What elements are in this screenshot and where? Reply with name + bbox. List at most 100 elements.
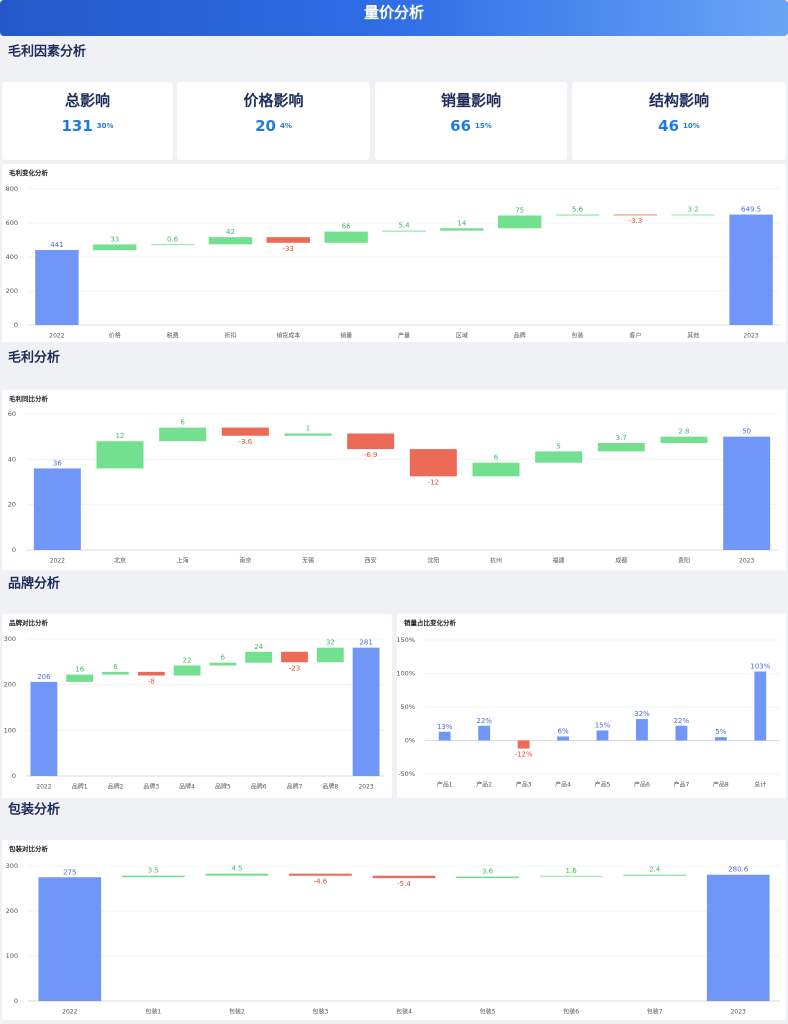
kpi-value: 66 bbox=[450, 117, 471, 135]
value-label: 441 bbox=[50, 241, 63, 249]
x-tick-label: 无锡 bbox=[302, 557, 314, 565]
value-label: 12 bbox=[116, 432, 125, 440]
y-tick-label: 20 bbox=[8, 501, 16, 509]
value-label: 2.4 bbox=[649, 866, 661, 874]
bar bbox=[266, 237, 310, 243]
bar bbox=[324, 231, 368, 243]
y-tick-label: 600 bbox=[6, 219, 18, 227]
kpi-card bbox=[177, 82, 370, 160]
kpi-label: 结构影响 bbox=[649, 92, 709, 110]
value-label: 66 bbox=[342, 223, 351, 231]
x-tick-label: 2023 bbox=[739, 558, 754, 565]
bar bbox=[284, 433, 332, 436]
x-tick-label: 产品6 bbox=[634, 781, 650, 789]
kpi-share: 4% bbox=[280, 122, 292, 130]
x-tick-label: 包装 bbox=[572, 332, 584, 340]
value-label: -3.3 bbox=[629, 217, 643, 225]
kpi-label: 总影响 bbox=[65, 92, 110, 110]
x-tick-label: 福建 bbox=[553, 557, 565, 565]
value-label: -6.9 bbox=[364, 451, 378, 459]
y-tick-label: 0% bbox=[405, 737, 415, 745]
value-label: 4.5 bbox=[231, 865, 242, 873]
value-label: 15% bbox=[595, 721, 611, 729]
bar bbox=[723, 436, 771, 550]
x-tick-label: 西安 bbox=[365, 557, 377, 565]
x-tick-label: 2022 bbox=[49, 333, 64, 340]
bar bbox=[205, 873, 269, 876]
kpi-value: 20 bbox=[255, 117, 276, 135]
x-tick-label: 税费 bbox=[167, 332, 179, 340]
bar bbox=[440, 228, 484, 231]
section-title: 毛利因素分析 bbox=[8, 44, 86, 60]
value-label: 16 bbox=[75, 666, 84, 674]
section-title: 品牌分析 bbox=[8, 576, 60, 592]
x-tick-label: 包装3 bbox=[313, 1008, 329, 1016]
y-tick-label: 0 bbox=[12, 546, 16, 554]
x-tick-label: 折扣 bbox=[224, 332, 236, 340]
value-label: 5 bbox=[556, 442, 560, 450]
bar bbox=[714, 737, 727, 741]
x-tick-label: 北京 bbox=[114, 557, 126, 565]
bar bbox=[555, 214, 600, 216]
bar bbox=[66, 674, 94, 682]
x-tick-label: 总计 bbox=[754, 781, 766, 789]
y-tick-label: -50% bbox=[398, 770, 415, 778]
value-label: 24 bbox=[254, 643, 263, 651]
x-tick-label: 产品1 bbox=[437, 781, 453, 789]
value-label: -5.4 bbox=[397, 880, 411, 888]
bar bbox=[137, 671, 165, 676]
x-tick-label: 品牌5 bbox=[215, 783, 231, 791]
bar bbox=[438, 731, 451, 741]
x-tick-label: 产品7 bbox=[673, 781, 689, 789]
y-tick-label: 0 bbox=[14, 321, 18, 329]
bar bbox=[96, 441, 144, 469]
value-label: 281 bbox=[359, 639, 372, 647]
value-label: 36 bbox=[53, 459, 62, 467]
value-label: 6 bbox=[221, 654, 226, 662]
kpi-value-line: 20 4% bbox=[255, 117, 292, 135]
x-tick-label: 2023 bbox=[743, 333, 758, 340]
value-label: 6 bbox=[113, 663, 118, 671]
value-label: 6 bbox=[180, 419, 185, 427]
y-tick-label: 100% bbox=[396, 670, 415, 678]
x-tick-label: 品牌7 bbox=[287, 783, 303, 791]
bar bbox=[347, 433, 395, 450]
kpi-value: 131 bbox=[61, 117, 92, 135]
bar bbox=[478, 725, 491, 741]
value-label: 32% bbox=[634, 710, 650, 718]
kpi-label: 价格影响 bbox=[243, 92, 303, 110]
value-label: 649.5 bbox=[741, 206, 761, 214]
value-label: 33 bbox=[110, 235, 119, 243]
chart-panel bbox=[2, 164, 786, 342]
chart-panel bbox=[2, 840, 786, 1020]
chart-panel bbox=[397, 614, 786, 798]
value-label: -33 bbox=[283, 245, 294, 253]
y-tick-label: 50% bbox=[401, 703, 415, 711]
x-tick-label: 品牌6 bbox=[251, 783, 267, 791]
x-tick-label: 包装1 bbox=[145, 1008, 161, 1016]
kpi-value: 46 bbox=[658, 117, 679, 135]
y-tick-label: 60 bbox=[8, 410, 16, 418]
x-tick-label: 南京 bbox=[239, 557, 251, 565]
x-tick-label: 客户 bbox=[629, 332, 641, 340]
bar bbox=[472, 462, 520, 477]
x-tick-label: 其他 bbox=[687, 332, 699, 340]
x-tick-label: 包装5 bbox=[480, 1008, 496, 1016]
bar bbox=[159, 427, 207, 442]
chart-panel bbox=[2, 390, 786, 570]
value-label: 5% bbox=[715, 728, 726, 736]
kpi-value-line: 131 30% bbox=[61, 117, 113, 135]
value-label: 0.6 bbox=[167, 235, 179, 243]
bar bbox=[372, 875, 436, 879]
x-tick-label: 包装2 bbox=[229, 1008, 245, 1016]
y-tick-label: 300 bbox=[6, 862, 18, 870]
value-label: 103% bbox=[750, 662, 770, 670]
bar bbox=[245, 651, 273, 663]
y-tick-label: 40 bbox=[8, 455, 16, 463]
y-tick-label: 0 bbox=[14, 997, 18, 1005]
x-tick-label: 2022 bbox=[50, 558, 65, 565]
x-tick-label: 产品4 bbox=[555, 781, 571, 789]
kpi-share: 15% bbox=[475, 122, 492, 130]
value-label: 3.6 bbox=[482, 868, 494, 876]
value-label: 6 bbox=[494, 454, 499, 462]
